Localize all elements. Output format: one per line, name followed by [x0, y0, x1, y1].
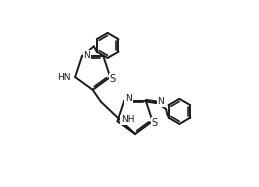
Text: NH: NH: [121, 115, 134, 124]
Text: S: S: [152, 118, 158, 128]
Text: N: N: [157, 97, 164, 106]
Text: HN: HN: [57, 73, 71, 82]
Text: N: N: [83, 50, 90, 59]
Text: S: S: [109, 73, 116, 84]
Text: N: N: [125, 94, 132, 103]
